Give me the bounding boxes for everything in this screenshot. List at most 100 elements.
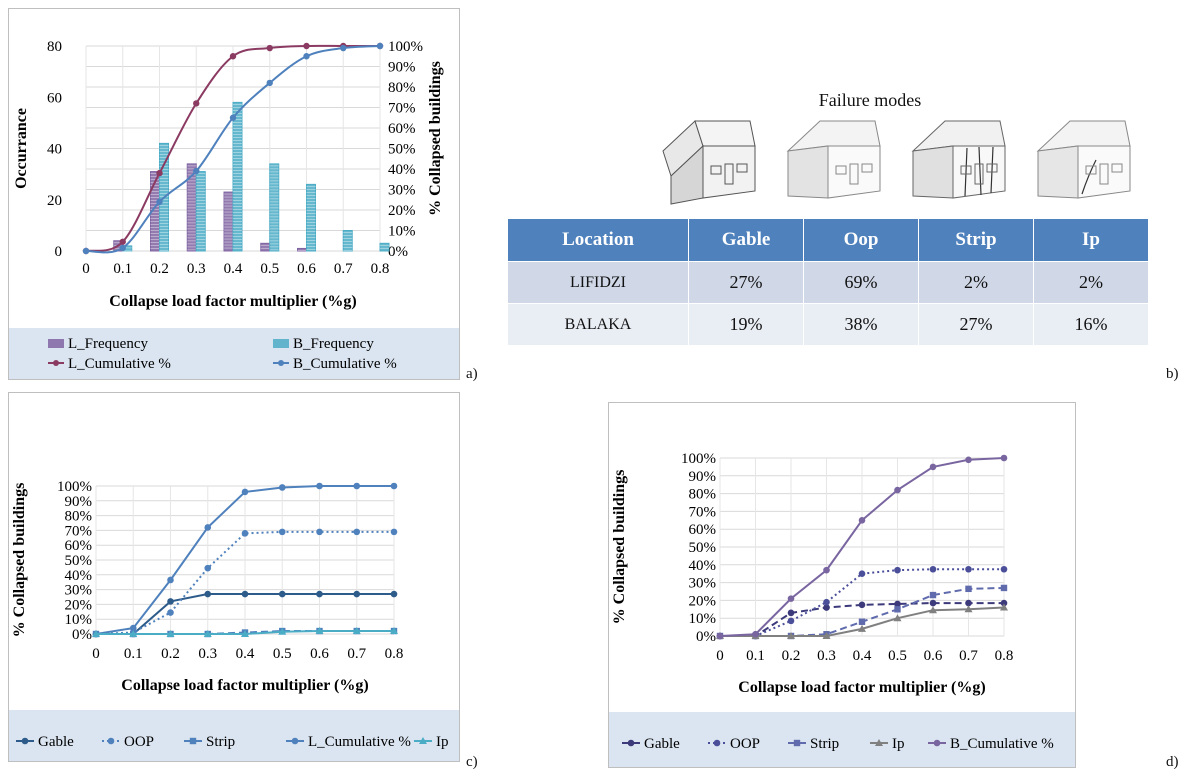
table-header-row: Location Gable Oop Strip Ip xyxy=(507,218,1149,262)
y-tick-label: 40% xyxy=(65,568,93,584)
data-point xyxy=(752,630,759,638)
failure-modes-table: Location Gable Oop Strip Ip LIFIDZI 27% … xyxy=(507,218,1149,346)
table-cell: LIFIDZI xyxy=(507,261,689,304)
legend-label: Gable xyxy=(38,734,74,750)
legend-marker xyxy=(53,360,59,366)
legend-label: Gable xyxy=(644,736,680,752)
legend-label: OOP xyxy=(730,736,760,752)
y-tick-label: 70% xyxy=(65,523,93,539)
x-tick-label: 0.6 xyxy=(297,261,316,277)
x-tick-label: 0.7 xyxy=(959,648,978,664)
header-ip: Ip xyxy=(1033,218,1149,262)
chart-c: 0% 10% 20% 30% 40% 50% 60% 70% 80% 90% 100% 0 0.1 0.2… xyxy=(8,392,460,762)
x-tick-label: 0.1 xyxy=(124,646,143,662)
legend-marker xyxy=(627,739,635,747)
legend-label: B_Cumulative % xyxy=(293,356,397,372)
y-axis-title: Occurrance xyxy=(13,108,30,189)
data-point xyxy=(894,600,901,608)
x-tick-label: 0.1 xyxy=(746,648,765,664)
y-tick-label: 20 xyxy=(47,193,62,209)
header-oop: Oop xyxy=(803,218,919,262)
data-point xyxy=(315,627,324,635)
table-cell: 27% xyxy=(918,303,1034,346)
x-tick-label: 0.2 xyxy=(161,646,180,662)
y-tick-label: 90% xyxy=(65,494,93,510)
bar xyxy=(379,242,390,252)
data-point xyxy=(129,624,137,632)
data-point xyxy=(241,530,249,537)
data-point xyxy=(204,590,212,598)
table-cell: 16% xyxy=(1033,303,1149,346)
x-tick-label: 0.7 xyxy=(334,261,353,277)
x-tick-label: 0.4 xyxy=(224,261,243,277)
legend-label: L_Frequency xyxy=(68,336,148,352)
data-point xyxy=(965,565,972,573)
y-tick-label: 0% xyxy=(72,627,92,643)
legend-marker xyxy=(875,739,883,746)
x-tick-label: 0.3 xyxy=(187,261,206,277)
y-tick-label: 80% xyxy=(65,509,93,525)
header-gable: Gable xyxy=(688,218,804,262)
data-point xyxy=(894,486,901,494)
series-line xyxy=(95,530,394,635)
legend-box xyxy=(609,712,1075,767)
data-point xyxy=(390,482,398,490)
header-location: Location xyxy=(507,218,689,262)
data-point xyxy=(858,517,866,524)
data-point xyxy=(156,169,163,177)
y-tick-label: 100% xyxy=(681,451,716,467)
data-point xyxy=(787,595,795,602)
y-tick-label: 100% xyxy=(57,479,92,495)
data-point xyxy=(340,44,347,52)
legend-swatch xyxy=(48,339,64,348)
data-point xyxy=(167,609,174,616)
data-point xyxy=(316,590,323,598)
y2-tick-label: 50% xyxy=(388,142,416,158)
bar xyxy=(260,242,271,252)
y-tick-label: 40% xyxy=(689,558,717,574)
data-point xyxy=(193,100,200,107)
legend-marker xyxy=(291,737,299,745)
x-tick-label: 0.2 xyxy=(150,261,169,277)
data-point xyxy=(166,630,175,637)
chart-d: 0% 10% 20% 30% 40% 50% 60% 70% 80% 90% 100% 0 0.1 0.2… xyxy=(608,402,1076,768)
data-point xyxy=(353,528,361,536)
chart-a-svg: 0 20 40 60 80 0% 10% 20% 30% 40% 50% 60% 70% 80% 90% 10… xyxy=(8,8,460,380)
x-tick-label: 0.5 xyxy=(273,646,292,662)
y-tick-label: 90% xyxy=(689,469,717,485)
data-point xyxy=(278,627,287,635)
x-tick-label: 0.7 xyxy=(347,646,366,662)
y-axis-title: % Collapsed buildings xyxy=(11,483,28,638)
y2-tick-label: 100% xyxy=(388,39,423,55)
data-point xyxy=(390,528,398,536)
data-point xyxy=(119,244,126,252)
y-tick-label: 70% xyxy=(689,504,717,520)
y2-tick-label: 10% xyxy=(388,224,416,240)
data-point xyxy=(822,632,831,639)
y-tick-label: 10% xyxy=(65,612,93,628)
y-tick-label: 30% xyxy=(689,576,717,592)
header-strip: Strip xyxy=(918,218,1034,262)
data-point xyxy=(929,591,937,599)
legend-label: OOP xyxy=(124,734,154,750)
data-point xyxy=(390,627,398,635)
y-tick-label: 80 xyxy=(47,39,62,55)
failure-modes-title: Failure modes xyxy=(818,90,922,110)
data-point xyxy=(193,167,200,175)
data-point xyxy=(241,488,249,496)
data-point xyxy=(894,606,901,613)
legend-label: Strip xyxy=(206,734,235,750)
y2-tick-label: 70% xyxy=(388,101,416,117)
table-cell: 27% xyxy=(688,261,804,304)
x-tick-label: 0.2 xyxy=(782,648,801,664)
data-point xyxy=(894,566,901,574)
y-tick-label: 20% xyxy=(689,593,717,609)
data-point xyxy=(303,53,310,60)
data-point xyxy=(929,565,937,573)
legend-label: L_Cumulative % xyxy=(68,356,171,372)
table-cell: 19% xyxy=(688,303,804,346)
x-tick-label: 0.6 xyxy=(924,648,943,664)
data-point xyxy=(823,598,830,606)
chart-a: 0 20 40 60 80 0% 10% 20% 30% 40% 50% 60% 70% 80% 90% 10… xyxy=(8,8,460,380)
data-point xyxy=(823,604,830,611)
